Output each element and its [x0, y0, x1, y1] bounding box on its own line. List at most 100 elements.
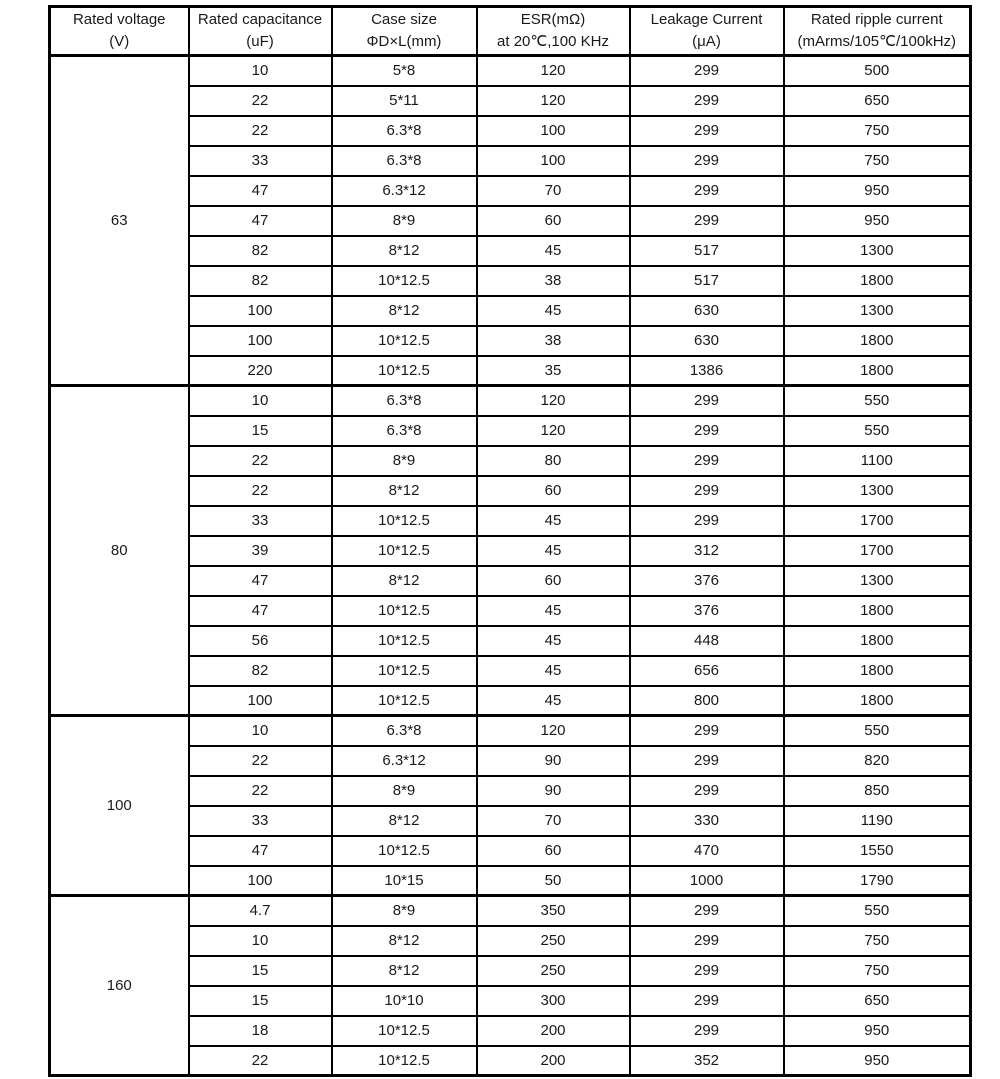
rated-ripple-current-cell: 1800	[782, 324, 972, 357]
leakage-current-cell: 299	[628, 54, 785, 87]
rated-capacitance-cell: 18	[187, 1014, 333, 1047]
rated-ripple-current-cell: 1800	[782, 684, 972, 717]
esr-cell: 90	[475, 744, 631, 777]
case-size-cell: 8*12	[330, 234, 478, 267]
col-header-rated-voltage-line1: Rated voltage	[72, 11, 166, 29]
rated-capacitance-cell: 22	[187, 84, 333, 117]
rated-ripple-current-cell: 750	[782, 954, 972, 987]
rated-capacitance-cell: 82	[187, 234, 333, 267]
table-row: 22 8*12 60 299 1300	[50, 474, 972, 507]
leakage-current-cell: 656	[628, 654, 785, 687]
rated-capacitance-cell: 22	[187, 1044, 333, 1077]
leakage-current-cell: 299	[628, 924, 785, 957]
esr-cell: 45	[475, 654, 631, 687]
table-row: 22 8*9 80 299 1100	[50, 444, 972, 477]
rated-capacitance-cell: 56	[187, 624, 333, 657]
leakage-current-cell: 330	[628, 804, 785, 837]
table-row: 18 10*12.5 200 299 950	[50, 1014, 972, 1047]
esr-cell: 45	[475, 594, 631, 627]
table-row: 47 6.3*12 70 299 950	[50, 174, 972, 207]
rated-ripple-current-cell: 550	[782, 714, 972, 747]
esr-cell: 120	[475, 714, 631, 747]
rated-capacitance-cell: 220	[187, 354, 333, 387]
rated-ripple-current-cell: 500	[782, 54, 972, 87]
case-size-cell: 10*12.5	[330, 684, 478, 717]
table-row: 15 10*10 300 299 650	[50, 984, 972, 1017]
table-row: 47 10*12.5 45 376 1800	[50, 594, 972, 627]
rated-capacitance-cell: 47	[187, 594, 333, 627]
col-header-esr: ESR(mΩ) at 20℃,100 KHz	[475, 5, 631, 57]
rated-ripple-current-cell: 750	[782, 144, 972, 177]
case-size-cell: 10*12.5	[330, 624, 478, 657]
esr-cell: 120	[475, 54, 631, 87]
case-size-cell: 6.3*8	[330, 414, 478, 447]
case-size-cell: 8*9	[330, 204, 478, 237]
rated-capacitance-cell: 100	[187, 324, 333, 357]
esr-cell: 100	[475, 144, 631, 177]
table-row: 220 10*12.5 35 1386 1800	[50, 354, 972, 387]
col-header-rated-capacitance: Rated capacitance (uF)	[187, 5, 333, 57]
rated-ripple-current-cell: 750	[782, 924, 972, 957]
table-header: Rated voltage (V) Rated capacitance (uF) Cas…	[48, 5, 972, 57]
case-size-cell: 10*12.5	[330, 324, 478, 357]
col-header-rated-ripple-current-line2: (mArms/105℃/100kHz)	[797, 33, 957, 50]
case-size-cell: 5*8	[330, 54, 478, 87]
case-size-cell: 6.3*8	[330, 144, 478, 177]
esr-cell: 200	[475, 1044, 631, 1077]
case-size-cell: 10*12.5	[330, 654, 478, 687]
rated-capacitance-cell: 22	[187, 774, 333, 807]
rated-capacitance-cell: 39	[187, 534, 333, 567]
esr-cell: 350	[475, 894, 631, 927]
table-row: 82 10*12.5 38 517 1800	[50, 264, 972, 297]
case-size-cell: 8*12	[330, 474, 478, 507]
rated-capacitance-cell: 100	[187, 864, 333, 897]
table-body: 63 10 5*8 120 299 500 22 5*11 120 299 650 22 6.3*8 10…	[48, 54, 972, 1077]
col-header-esr-line1: ESR(mΩ)	[520, 11, 586, 29]
leakage-current-cell: 312	[628, 534, 785, 567]
col-header-rated-ripple-current-line1: Rated ripple current	[810, 11, 943, 29]
table-row: 10 8*12 250 299 750	[50, 924, 972, 957]
esr-cell: 45	[475, 684, 631, 717]
rated-capacitance-cell: 22	[187, 744, 333, 777]
leakage-current-cell: 376	[628, 594, 785, 627]
col-header-rated-capacitance-line1: Rated capacitance	[197, 11, 323, 29]
esr-cell: 38	[475, 324, 631, 357]
rated-capacitance-cell: 33	[187, 504, 333, 537]
voltage-group-cell: 63	[48, 54, 190, 387]
col-header-rated-voltage-line2: (V)	[109, 33, 130, 50]
rated-ripple-current-cell: 1300	[782, 234, 972, 267]
table-row: 22 8*9 90 299 850	[50, 774, 972, 807]
case-size-cell: 6.3*8	[330, 114, 478, 147]
case-size-cell: 10*15	[330, 864, 478, 897]
esr-cell: 45	[475, 624, 631, 657]
table-row: 100 10*12.5 38 630 1800	[50, 324, 972, 357]
rated-capacitance-cell: 10	[187, 54, 333, 87]
case-size-cell: 8*12	[330, 564, 478, 597]
case-size-cell: 10*12.5	[330, 1044, 478, 1077]
leakage-current-cell: 1000	[628, 864, 785, 897]
rated-ripple-current-cell: 1700	[782, 504, 972, 537]
rated-capacitance-cell: 10	[187, 714, 333, 747]
case-size-cell: 8*12	[330, 924, 478, 957]
leakage-current-cell: 299	[628, 774, 785, 807]
col-header-rated-voltage: Rated voltage (V)	[48, 5, 190, 57]
table-row: 100 10*12.5 45 800 1800	[50, 684, 972, 717]
case-size-cell: 8*9	[330, 444, 478, 477]
case-size-cell: 6.3*12	[330, 744, 478, 777]
esr-cell: 35	[475, 354, 631, 387]
rated-ripple-current-cell: 1550	[782, 834, 972, 867]
esr-cell: 50	[475, 864, 631, 897]
rated-capacitance-cell: 82	[187, 264, 333, 297]
case-size-cell: 10*12.5	[330, 504, 478, 537]
case-size-cell: 6.3*8	[330, 714, 478, 747]
rated-ripple-current-cell: 1100	[782, 444, 972, 477]
leakage-current-cell: 299	[628, 954, 785, 987]
case-size-cell: 8*12	[330, 804, 478, 837]
leakage-current-cell: 299	[628, 204, 785, 237]
case-size-cell: 8*12	[330, 954, 478, 987]
leakage-current-cell: 800	[628, 684, 785, 717]
esr-cell: 300	[475, 984, 631, 1017]
table-row: 80 10 6.3*8 120 299 550	[48, 384, 972, 717]
leakage-current-cell: 299	[628, 384, 785, 417]
col-header-case-size-line1: Case size	[371, 11, 437, 29]
